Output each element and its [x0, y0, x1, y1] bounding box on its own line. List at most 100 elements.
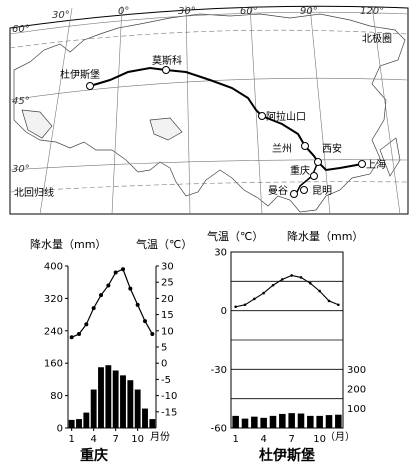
chongqing-month-tick-label: 1 [68, 434, 74, 445]
duisburg-temp-point [243, 303, 247, 307]
lon-label-120e: 120° [360, 6, 384, 17]
chongqing-temp-point [150, 332, 155, 337]
city-marker-bangkok [290, 190, 298, 198]
chongqing-month-tick-label: 4 [90, 434, 96, 445]
city-label-chongqing: 重庆 [290, 164, 310, 177]
chongqing-temp-point [143, 319, 147, 324]
duisburg-temp-point [234, 305, 237, 309]
chongqing-temp-tick-label: 15 [161, 310, 174, 321]
duisburg-month-tick-label: 10 [313, 434, 326, 445]
city-label-xian: 西安 [322, 142, 342, 155]
chongqing-precip-tick-label: 240 [44, 326, 63, 337]
chongqing-month-tick-label: 10 [131, 434, 144, 445]
chongqing-temp-point [99, 293, 103, 298]
city-marker-moscow [162, 66, 170, 74]
chongqing-temp-tick-label: 25 [161, 278, 174, 289]
duisburg-month-tick-label: 1 [232, 434, 238, 445]
duisburg-temp-tick-label: 0 [221, 306, 227, 317]
chongqing-precip-tick-label: 160 [44, 359, 63, 370]
duisburg-temp-tick-label: -30 [211, 365, 227, 376]
chongqing-precip-bar [120, 375, 126, 428]
chongqing-temp-tick-label: 20 [161, 294, 174, 305]
city-label-alashankou: 阿拉山口 [266, 110, 306, 123]
duisburg-precip-bar [288, 413, 295, 428]
chongqing-temp-tick-label: -15 [161, 407, 177, 418]
duisburg-precip-tick-label: 200 [347, 384, 366, 395]
chongqing-temp-axis-label: 气温（℃） [136, 237, 192, 251]
city-marker-lanzhou [301, 142, 309, 150]
chongqing-temp-tick-label: 5 [161, 343, 167, 354]
chongqing-temp-point [69, 335, 74, 340]
lon-label-0: 0° [118, 6, 129, 17]
city-label-duisburg: 杜伊斯堡 [60, 68, 100, 81]
city-label-kunming: 昆明 [312, 185, 332, 197]
chongqing-temp-tick-label: -5 [161, 375, 171, 386]
duisburg-precip-bar [316, 415, 323, 428]
city-label-bangkok: 曼谷 [268, 185, 288, 197]
duisburg-precip-axis-label: 降水量（mm） [287, 229, 363, 243]
map-frame [9, 5, 409, 215]
duisburg-temp-point [337, 303, 340, 307]
chongqing-temp-tick-label: 10 [161, 326, 174, 337]
duisburg-precip-bar [307, 415, 314, 428]
chongqing-month-axis-label: 月份 [150, 431, 170, 443]
chongqing-precip-bar [149, 419, 156, 428]
duisburg-temp-point [271, 283, 275, 287]
chongqing-precip-tick-label: 0 [57, 424, 63, 435]
duisburg-precip-bar [241, 418, 249, 428]
duisburg-precip-bar [260, 417, 267, 428]
chongqing-chart-svg: 降水量（mm） 气温（℃） 0 80 160 240 320 400 -15 -10 -5 0 5… [30, 237, 192, 464]
duisburg-temp-point [281, 278, 284, 281]
chongqing-temp-tick-label: -10 [161, 391, 177, 402]
chongqing-temp-tick-label: 0 [161, 359, 167, 370]
duisburg-title: 杜伊斯堡 [259, 447, 315, 464]
duisburg-precip-bar [269, 415, 277, 428]
city-label-moscow: 莫斯科 [152, 54, 182, 67]
chongqing-precip-axis-label: 降水量（mm） [30, 237, 106, 251]
duisburg-temp-line [235, 274, 339, 308]
duisburg-month-axis-label: （月） [325, 431, 355, 443]
duisburg-precip-bar [232, 415, 239, 428]
tropic-of-cancer-label: 北回归线 [14, 186, 54, 199]
chongqing-precip-bar [134, 389, 141, 428]
lat-label-45: 45° [12, 96, 30, 107]
chongqing-precip-tick-label: 400 [44, 262, 63, 273]
lat-label-30: 30° [12, 164, 30, 175]
city-marker-chongqing [310, 172, 318, 180]
city-marker-xian [314, 158, 322, 166]
city-label-shanghai: 上海 [366, 158, 386, 171]
chongqing-precip-bar [112, 370, 119, 428]
map-panel: 30° 0° 30° 60° 90° 120° 60° 45° 30° 北极圈 … [0, 0, 413, 222]
railway-branch [295, 161, 319, 195]
chongqing-temp-point [77, 332, 81, 337]
chongqing-title: 重庆 [80, 447, 108, 464]
chongqing-climate-chart: 降水量（mm） 气温（℃） 0 80 160 240 320 400 -15 -10 -5 0 5… [0, 222, 205, 464]
duisburg-precip-bar [279, 413, 286, 428]
lat-label-60: 60° [12, 24, 30, 35]
city-marker-kunming [300, 186, 308, 194]
duisburg-temp-tick-label: 30 [214, 248, 227, 259]
duisburg-precip-tick-label: 300 [347, 365, 366, 376]
city-label-lanzhou: 兰州 [272, 142, 292, 155]
duisburg-precip-tick-label: 100 [347, 404, 366, 415]
chongqing-temp-point [135, 302, 140, 307]
chongqing-temp-point [91, 306, 96, 311]
lon-label-60e: 60° [240, 6, 258, 17]
duisburg-month-tick-label: 7 [288, 434, 294, 445]
duisburg-precip-bar [251, 416, 258, 428]
chongqing-precip-bar [142, 408, 148, 428]
graticule-labels: 30° 0° 30° 60° 90° 120° 60° 45° 30° 北极圈 … [12, 6, 392, 199]
duisburg-precip-bar [297, 413, 305, 428]
lon-label-30w: 30° [52, 10, 70, 21]
chongqing-precip-bar [76, 419, 82, 428]
duisburg-temp-point [299, 276, 303, 279]
chongqing-precip-bar [105, 365, 112, 428]
duisburg-temp-axis-label: 气温（℃） [207, 229, 263, 243]
chongqing-precip-bar [127, 380, 134, 428]
chongqing-temp-line [71, 268, 153, 338]
duisburg-temp-point [309, 281, 312, 285]
duisburg-temp-tick-label: -60 [211, 424, 227, 435]
chongqing-temp-point [128, 286, 133, 291]
city-marker-alashankou [258, 112, 266, 120]
